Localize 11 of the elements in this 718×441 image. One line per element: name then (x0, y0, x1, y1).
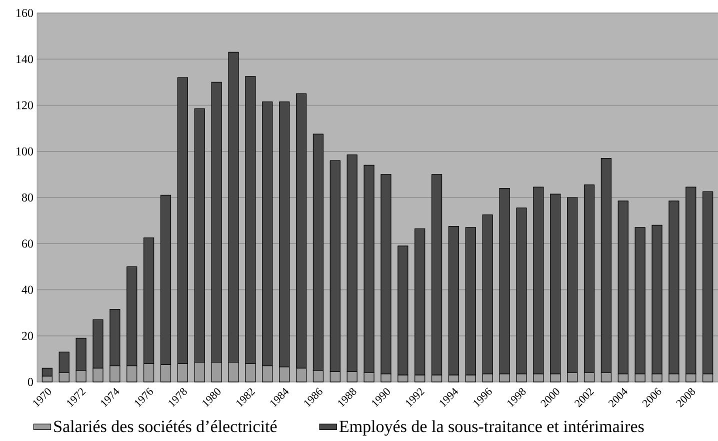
y-tick-label: 140 (16, 55, 34, 64)
y-tick-label: 60 (22, 240, 34, 248)
y-tick-label: 40 (22, 286, 34, 294)
y-tick-label: 120 (16, 101, 34, 110)
y-tick-label: 160 (16, 8, 34, 18)
y-tick-label: 20 (22, 332, 34, 340)
y-tick-label: 0 (28, 378, 34, 386)
y-tick-label: 100 (16, 147, 34, 156)
legend-label: Employés de la sous-traitance et intérimaires (339, 420, 644, 436)
y-tick-label: 80 (22, 193, 34, 202)
legend-label: Salariés des sociétés d’électricité (54, 420, 277, 432)
